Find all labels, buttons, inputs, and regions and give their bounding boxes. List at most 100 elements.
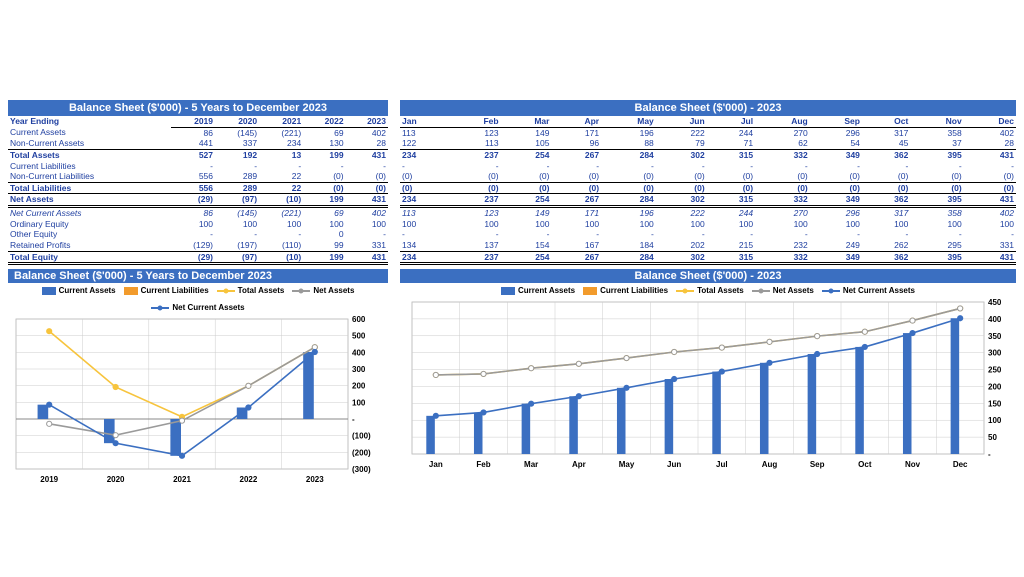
svg-text:(300): (300)	[352, 465, 371, 474]
svg-text:Dec: Dec	[953, 460, 968, 469]
legend-item: Net Current Assets	[151, 303, 244, 312]
table-row: Current Assets86(145)(221)69402	[8, 127, 388, 138]
chart-12m-legend: Current AssetsCurrent LiabilitiesTotal A…	[400, 283, 1016, 298]
svg-text:2019: 2019	[40, 475, 58, 484]
legend-item: Net Current Assets	[822, 286, 915, 295]
month-col: Sep	[810, 116, 862, 127]
svg-text:Nov: Nov	[905, 460, 921, 469]
table-12m-title: Balance Sheet ($'000) - 2023	[400, 100, 1016, 116]
table-row: 134137154167184202215232249262295331	[400, 240, 1016, 251]
month-col: Nov	[910, 116, 963, 127]
table-row: Total Liabilities55628922(0)(0)	[8, 182, 388, 194]
year-col: 2023	[346, 116, 388, 127]
table-row: 234237254267284302315332349362395431	[400, 194, 1016, 207]
year-col: 2019	[171, 116, 215, 127]
year-ending-label: Year Ending	[8, 116, 171, 127]
table-row: Total Assets52719213199431	[8, 149, 388, 160]
table-row: 113123149171196222244270296317358402	[400, 127, 1016, 138]
table-row: Net Assets(29)(97)(10)199431	[8, 194, 388, 207]
chart-5y-wrap: Balance Sheet ($'000) - 5 Years to Decem…	[8, 269, 388, 487]
svg-text:600: 600	[352, 315, 366, 324]
table-row: 100100100100100100100100100100100100	[400, 219, 1016, 230]
svg-text:450: 450	[988, 298, 1002, 307]
svg-text:Feb: Feb	[476, 460, 490, 469]
svg-text:50: 50	[988, 433, 997, 442]
chart-12m-wrap: Balance Sheet ($'000) - 2023 Current Ass…	[400, 269, 1016, 487]
table-row: Other Equity---0-	[8, 229, 388, 240]
chart-5y-legend: Current Assets Current Liabilities Total A…	[8, 283, 388, 315]
table-row: ------------	[400, 161, 1016, 172]
svg-text:300: 300	[352, 365, 366, 374]
table-row: Net Current Assets86(145)(221)69402	[8, 207, 388, 219]
svg-text:250: 250	[988, 366, 1002, 375]
month-col: Jan	[400, 116, 450, 127]
legend-item: Total Assets	[217, 286, 285, 295]
svg-text:2020: 2020	[107, 475, 125, 484]
svg-text:Jun: Jun	[667, 460, 681, 469]
month-col: Dec	[964, 116, 1016, 127]
table-5y-wrap: Balance Sheet ($'000) - 5 Years to Decem…	[8, 100, 388, 265]
legend-item: Current Liabilities	[583, 286, 668, 295]
table-row: Current Liabilities-----	[8, 161, 388, 172]
svg-text:100: 100	[352, 398, 366, 407]
table-5y-title: Balance Sheet ($'000) - 5 Years to Decem…	[8, 100, 388, 116]
table-row: Non-Current Liabilities55628922(0)(0)	[8, 171, 388, 182]
month-col: Mar	[501, 116, 552, 127]
table-row: Total Equity(29)(97)(10)199431	[8, 251, 388, 264]
table-row: 234237254267284302315332349362395431	[400, 251, 1016, 264]
svg-text:400: 400	[988, 315, 1002, 324]
table-row: Retained Profits(129)(197)(110)99331	[8, 240, 388, 251]
tables-row: Balance Sheet ($'000) - 5 Years to Decem…	[8, 100, 1016, 265]
table-row: (0)(0)(0)(0)(0)(0)(0)(0)(0)(0)(0)(0)	[400, 182, 1016, 194]
table-row: Ordinary Equity100100100100100	[8, 219, 388, 230]
year-col: 2020	[215, 116, 259, 127]
table-row: 122113105968879716254453728	[400, 138, 1016, 149]
svg-text:200: 200	[988, 383, 1002, 392]
svg-text:2022: 2022	[240, 475, 258, 484]
svg-text:150: 150	[988, 399, 1002, 408]
table-row: 234237254267284302315332349362395431	[400, 149, 1016, 160]
legend-item: Net Assets	[752, 286, 814, 295]
month-col: Jul	[707, 116, 755, 127]
svg-text:Apr: Apr	[572, 460, 586, 469]
table-5y: Year Ending20192020202120222023Current A…	[8, 116, 388, 265]
svg-text:(100): (100)	[352, 432, 371, 441]
chart-5y-svg: 600 500 400 300 200 100 - (100) (200) (300) 2019 20…	[8, 315, 388, 487]
month-col: Aug	[755, 116, 810, 127]
year-col: 2022	[303, 116, 345, 127]
legend-item: Total Assets	[676, 286, 744, 295]
svg-text:-: -	[352, 415, 355, 424]
chart-12m-svg: 45040035030025020015010050-JanFebMarAprM…	[400, 298, 1016, 472]
svg-text:(200): (200)	[352, 448, 371, 457]
table-12m: JanFebMarAprMayJunJulAugSepOctNovDec1131…	[400, 116, 1016, 265]
month-col: Feb	[450, 116, 501, 127]
table-12m-wrap: Balance Sheet ($'000) - 2023 JanFebMarAp…	[400, 100, 1016, 265]
legend-item: Current Assets	[42, 286, 116, 295]
svg-text:Oct: Oct	[858, 460, 872, 469]
svg-text:400: 400	[352, 348, 366, 357]
svg-text:2023: 2023	[306, 475, 324, 484]
svg-text:Jul: Jul	[716, 460, 728, 469]
month-col: May	[601, 116, 656, 127]
svg-text:200: 200	[352, 382, 366, 391]
table-row: Non-Current Assets44133723413028	[8, 138, 388, 149]
svg-text:Sep: Sep	[810, 460, 825, 469]
svg-text:Mar: Mar	[524, 460, 538, 469]
legend-item: Current Liabilities	[124, 286, 209, 295]
month-col: Jun	[656, 116, 707, 127]
legend-item: Net Assets	[292, 286, 354, 295]
svg-text:2021: 2021	[173, 475, 191, 484]
svg-text:100: 100	[988, 416, 1002, 425]
svg-text:Jan: Jan	[429, 460, 443, 469]
year-col: 2021	[259, 116, 303, 127]
svg-text:May: May	[619, 460, 635, 469]
month-col: Apr	[551, 116, 601, 127]
table-row: (0)(0)(0)(0)(0)(0)(0)(0)(0)(0)(0)(0)	[400, 171, 1016, 182]
svg-text:500: 500	[352, 332, 366, 341]
month-col: Oct	[862, 116, 910, 127]
svg-text:-: -	[988, 450, 991, 459]
chart-5y-title: Balance Sheet ($'000) - 5 Years to Decem…	[8, 269, 388, 283]
charts-row: Balance Sheet ($'000) - 5 Years to Decem…	[8, 269, 1016, 487]
table-row: 113123149171196222244270296317358402	[400, 207, 1016, 219]
svg-text:Aug: Aug	[762, 460, 778, 469]
